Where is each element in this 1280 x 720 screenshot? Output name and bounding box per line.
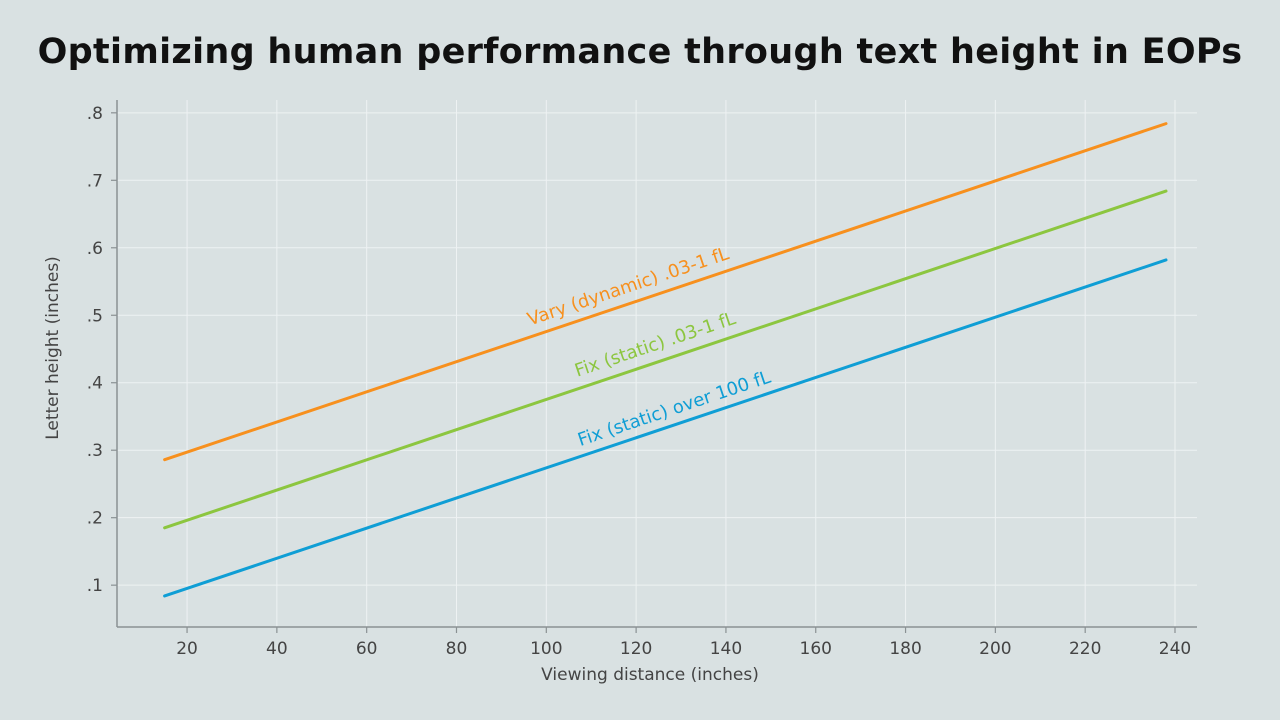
y-tick-label: .7 <box>87 171 103 191</box>
x-tick-label: 220 <box>1069 639 1101 659</box>
series-label: Vary (dynamic) .03-1 fL <box>525 243 732 330</box>
y-tick-label: .3 <box>87 441 103 461</box>
x-tick-label: 80 <box>446 639 468 659</box>
x-tick-label: 40 <box>266 639 288 659</box>
x-tick-label: 100 <box>530 639 562 659</box>
x-tick-label: 240 <box>1159 639 1191 659</box>
x-tick-label: 20 <box>176 639 198 659</box>
x-tick-label: 120 <box>620 639 652 659</box>
x-tick-label: 60 <box>356 639 378 659</box>
y-tick-label: .1 <box>87 576 103 596</box>
x-tick-label: 140 <box>710 639 742 659</box>
series-line <box>163 122 1168 462</box>
y-tick-label: .6 <box>87 239 103 259</box>
series-line <box>163 189 1168 530</box>
y-axis-label: Letter height (inches) <box>43 256 63 440</box>
x-tick-label: 160 <box>800 639 832 659</box>
y-tick-label: .2 <box>87 509 103 529</box>
grid <box>117 100 1197 627</box>
y-tick-label: .4 <box>87 374 103 394</box>
x-tick-label: 180 <box>889 639 921 659</box>
ticks: 20 40 60 80 100 120 140 160 180 200 220 240 .1 .2 .3 .4… <box>87 104 1191 659</box>
x-axis-label: Viewing distance (inches) <box>541 665 759 685</box>
chart-title: Optimizing human performance through tex… <box>37 32 1243 72</box>
y-tick-label: .8 <box>87 104 103 124</box>
x-tick-label: 200 <box>979 639 1011 659</box>
y-tick-label: .5 <box>87 306 103 326</box>
series-lines <box>163 122 1168 598</box>
series-line <box>163 258 1168 598</box>
